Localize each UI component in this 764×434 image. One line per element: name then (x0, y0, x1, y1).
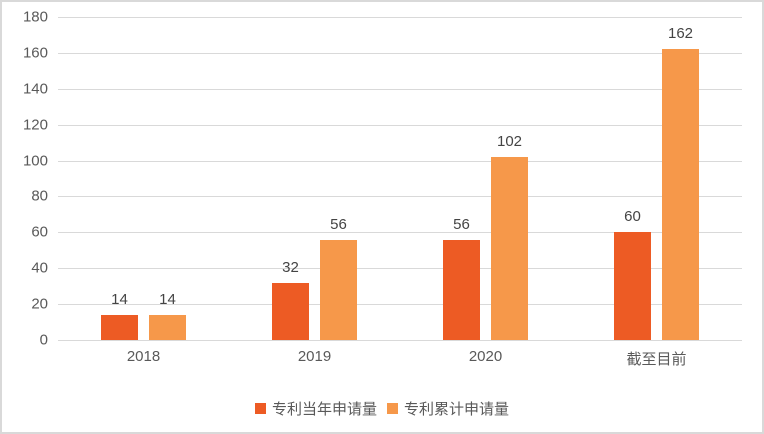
legend-swatch-icon (254, 403, 266, 414)
y-tick-label: 0 (39, 331, 48, 349)
bar-s2-2018 (149, 314, 186, 340)
bar-s1-2019 (272, 282, 309, 340)
bar-s2-2020 (491, 156, 528, 340)
x-tick-label: 2020 (468, 348, 503, 365)
x-axis: 2018 2019 2020 截至目前 (58, 348, 742, 370)
data-label: 102 (496, 132, 523, 150)
gridline (58, 124, 742, 126)
y-tick-label: 80 (31, 187, 48, 205)
data-label: 32 (282, 258, 299, 276)
bar-s2-截至目前 (662, 49, 699, 340)
legend-item: 专利当年申请量 (254, 398, 377, 419)
gridline (58, 88, 742, 90)
data-label: 56 (453, 215, 470, 233)
data-label: 60 (624, 208, 641, 226)
bar-s1-截至目前 (614, 232, 651, 340)
y-tick-label: 60 (31, 223, 48, 241)
x-tick-label: 2018 (126, 348, 161, 365)
bar-s1-2018 (101, 314, 138, 340)
data-label: 162 (667, 25, 694, 43)
gridline (58, 340, 742, 341)
x-tick-label: 截至目前 (626, 351, 687, 368)
gridline (58, 52, 742, 54)
y-tick-label: 120 (22, 116, 48, 134)
legend-item: 专利累计申请量 (387, 398, 509, 419)
y-tick-label: 140 (22, 80, 48, 98)
legend-label: 专利累计申请量 (404, 401, 510, 418)
bar-s1-2020 (443, 239, 480, 340)
y-tick-label: 160 (22, 44, 48, 62)
gridline (58, 160, 742, 162)
x-tick-label: 2019 (297, 348, 332, 365)
y-tick-label: 100 (22, 152, 48, 170)
legend: 专利当年申请量 专利累计申请量 (2, 398, 762, 419)
plot-area: 14 14 32 56 56 102 60 162 (58, 17, 742, 341)
legend-swatch-icon (387, 403, 398, 414)
gridline (58, 196, 742, 198)
y-axis: 0 20 40 60 80 100 120 140 160 180 (2, 9, 48, 349)
y-tick-label: 40 (31, 259, 48, 277)
data-label: 14 (111, 290, 128, 308)
gridline (58, 304, 742, 306)
y-tick-label: 180 (22, 8, 48, 26)
bar-s2-2019 (320, 239, 357, 340)
data-label: 14 (159, 290, 176, 308)
data-label: 56 (330, 215, 347, 233)
y-tick-label: 20 (31, 295, 48, 313)
gridline (58, 268, 742, 270)
legend-label: 专利当年申请量 (271, 401, 377, 418)
gridline (58, 232, 742, 234)
gridline (58, 17, 742, 18)
